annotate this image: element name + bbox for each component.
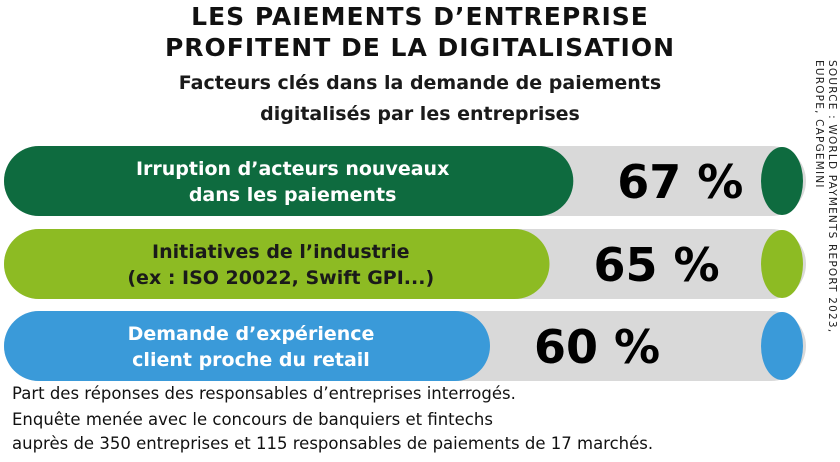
- bar-row: Demande d’expérience client proche du ret…: [4, 311, 806, 381]
- footnote-line-1: Part des réponses des responsables d’ent…: [12, 384, 516, 403]
- category-label: Initiatives de l’industrie: [152, 241, 409, 263]
- bar: [4, 146, 574, 216]
- category-label: dans les paiements: [189, 184, 397, 206]
- category-label: (ex : ISO 20022, Swift GPI...): [127, 267, 434, 289]
- source-credit: SOURCE : WORLD PAYMENTS REPORT 2023, EUR…: [812, 60, 838, 380]
- bar-end-cap: [761, 312, 803, 380]
- bar: [4, 311, 490, 381]
- value-label: 60 %: [534, 320, 660, 374]
- bar-end-cap: [761, 230, 803, 298]
- category-label: client proche du retail: [132, 349, 370, 371]
- source-line-1: SOURCE : WORLD PAYMENTS REPORT 2023,: [826, 60, 838, 334]
- chart-subtitle-line-2: digitalisés par les entreprises: [260, 103, 580, 125]
- chart-title-line-2: PROFITENT DE LA DIGITALISATION: [164, 33, 676, 62]
- chart-subtitle-line-1: Facteurs clés dans la demande de paiemen…: [178, 72, 662, 94]
- bar-row: Initiatives de l’industrie (ex : ISO 2002…: [4, 229, 806, 299]
- footnote-line-2: Enquête menée avec le concours de banqui…: [12, 410, 493, 429]
- value-label: 67 %: [617, 155, 743, 209]
- category-label: Demande d’expérience: [128, 323, 375, 345]
- source-line-2: EUROPE, CAPGEMINI: [813, 60, 825, 189]
- bar-row: Irruption d’acteurs nouveaux dans les pai…: [4, 146, 806, 216]
- footnote-line-3: auprès de 350 entreprises et 115 respons…: [12, 434, 654, 453]
- value-label: 65 %: [593, 238, 719, 292]
- category-label: Irruption d’acteurs nouveaux: [136, 158, 449, 180]
- bar: [4, 229, 550, 299]
- chart-title-line-1: LES PAIEMENTS D’ENTREPRISE: [191, 2, 649, 31]
- bar-end-cap: [761, 147, 803, 215]
